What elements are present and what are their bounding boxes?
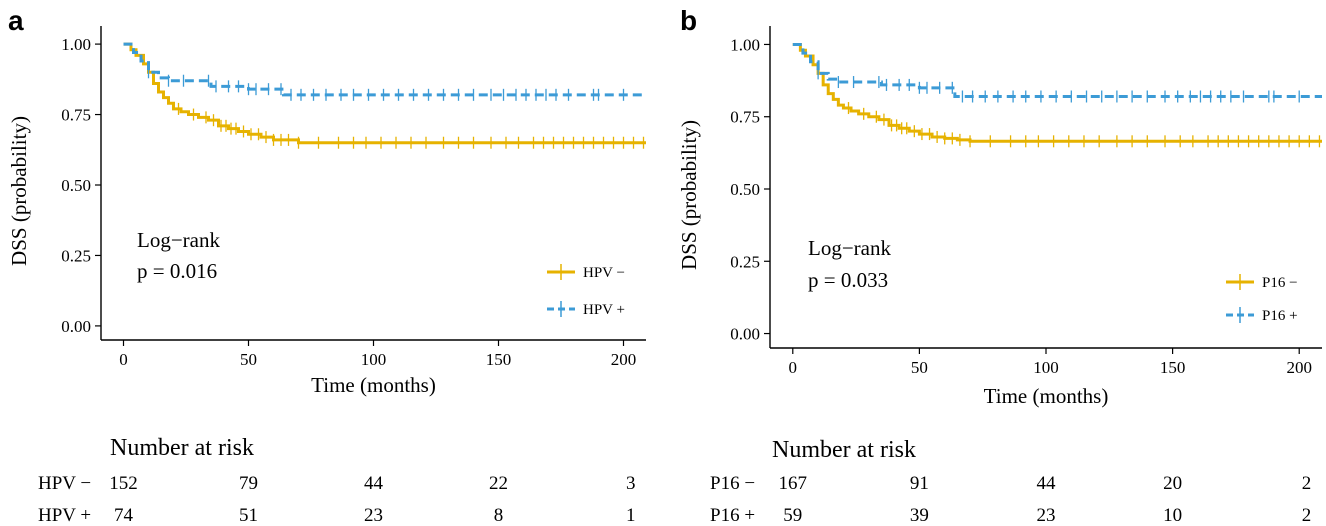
x-tick-label: 100 [1033, 358, 1059, 377]
risk-count: 79 [239, 473, 258, 494]
risk-count: 2 [1302, 473, 1312, 494]
x-tick-label: 50 [240, 350, 257, 369]
y-tick-label: 0.75 [730, 108, 760, 127]
km-panel-b: b 0.00 0.25 0.50 0.75 1.00 0 50 100 150 200 DSS (pr… [677, 5, 1322, 526]
risk-count: 22 [489, 473, 508, 494]
risk-count: 2 [1302, 505, 1312, 526]
y-axis-label: DSS (probability) [677, 120, 701, 270]
risk-count: 91 [910, 473, 929, 494]
risk-count: 51 [239, 505, 258, 526]
risk-table-title: Number at risk [110, 435, 254, 461]
risk-count: 23 [1037, 505, 1056, 526]
risk-count: 44 [364, 473, 384, 494]
legend-label: P16 − [1262, 275, 1298, 291]
series-line-1 [123, 42, 646, 97]
risk-row-label: P16 − [710, 473, 755, 494]
x-tick-label: 100 [361, 350, 387, 369]
x-tick-label: 0 [119, 350, 128, 369]
risk-count: 3 [626, 473, 636, 494]
y-tick-label: 0.50 [61, 176, 91, 195]
panel-label: b [680, 5, 697, 36]
risk-row-label: P16 + [710, 505, 755, 526]
risk-count: 59 [783, 505, 802, 526]
km-panel-a: a 0.00 0.25 0.50 0.75 1.00 0 50 100 150 200 DSS (pr… [7, 5, 646, 526]
risk-row-label: HPV + [38, 505, 91, 526]
risk-count: 39 [910, 505, 929, 526]
risk-count: 74 [114, 505, 134, 526]
log-rank-label: Log−rank [137, 228, 220, 252]
panel-label: a [8, 5, 24, 36]
y-tick-label: 0.25 [61, 246, 91, 265]
y-tick-label: 0.50 [730, 180, 760, 199]
x-tick-label: 200 [611, 350, 637, 369]
risk-count: 10 [1163, 505, 1182, 526]
y-tick-label: 0.00 [61, 317, 91, 336]
x-tick-label: 150 [486, 350, 512, 369]
y-tick-label: 1.00 [730, 35, 760, 54]
risk-count: 8 [494, 505, 504, 526]
risk-count: 1 [626, 505, 636, 526]
y-tick-label: 0.00 [730, 325, 760, 344]
risk-count: 23 [364, 505, 383, 526]
x-tick-label: 0 [789, 358, 798, 377]
log-rank-label: Log−rank [808, 236, 891, 260]
x-tick-label: 50 [911, 358, 928, 377]
risk-table-title: Number at risk [772, 437, 916, 463]
x-tick-label: 200 [1286, 358, 1312, 377]
y-tick-label: 0.75 [61, 106, 91, 125]
risk-count: 167 [779, 473, 808, 494]
risk-count: 152 [109, 473, 138, 494]
x-axis-label: Time (months) [984, 384, 1109, 408]
risk-row-label: HPV − [38, 473, 91, 494]
y-tick-label: 1.00 [61, 35, 91, 54]
series-line-0 [792, 42, 1322, 143]
legend-label: HPV − [583, 265, 625, 281]
x-axis-label: Time (months) [311, 373, 436, 397]
y-tick-label: 0.25 [730, 252, 760, 271]
risk-count: 20 [1163, 473, 1182, 494]
p-value-label: p = 0.033 [808, 268, 888, 292]
legend-label: P16 + [1262, 308, 1298, 324]
p-value-label: p = 0.016 [137, 259, 217, 283]
y-axis-label: DSS (probability) [7, 116, 31, 266]
risk-count: 44 [1037, 473, 1057, 494]
legend-label: HPV + [583, 302, 625, 318]
x-tick-label: 150 [1160, 358, 1186, 377]
series-line-1 [792, 42, 1322, 98]
